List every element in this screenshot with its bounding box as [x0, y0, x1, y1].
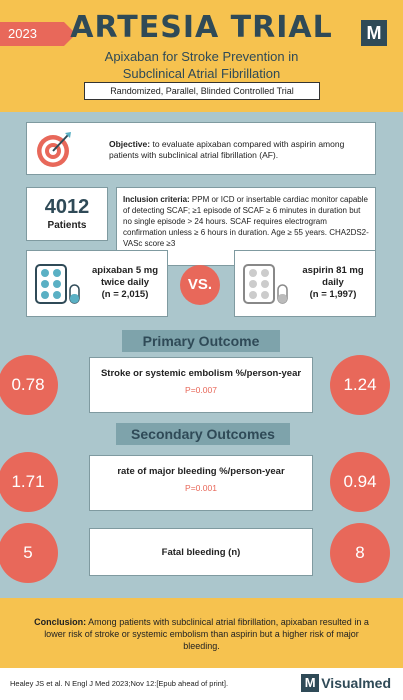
footer: Healey JS et al. N Engl J Med 2023;Nov 1… — [0, 668, 403, 700]
trial-subtitle: Apixaban for Stroke Prevention in Subcli… — [104, 49, 299, 81]
trial-title: ARTESIA TRIAL — [70, 10, 333, 45]
patient-count: 4012 — [44, 196, 90, 218]
fatal-bleeding-box: Fatal bleeding (n) — [89, 528, 313, 576]
visualmed-brand: M Visualmed — [301, 674, 391, 694]
patient-label: Patients — [47, 220, 87, 231]
primary-outcome-label: Primary Outcome — [122, 330, 280, 352]
aspirin-dose: aspirin 81 mg daily — [302, 265, 364, 288]
year-badge: 2023 — [0, 22, 76, 46]
bleeding-apixaban-value: 1.71 — [0, 452, 58, 512]
major-bleeding-p-value: P=0.001 — [185, 483, 217, 493]
major-bleeding-box: rate of major bleeding %/person-year P=0… — [89, 455, 313, 511]
main-panel: Objective: to evaluate apixaban compared… — [0, 112, 403, 598]
trial-design-label: Randomized, Parallel, Blinded Controlled… — [84, 82, 320, 100]
aspirin-arm-text: aspirin 81 mg daily (n = 1,997) — [295, 265, 371, 301]
bleeding-aspirin-value: 0.94 — [330, 452, 390, 512]
fatal-aspirin-value: 8 — [330, 523, 390, 583]
fatal-bleeding-title: Fatal bleeding (n) — [161, 547, 241, 558]
vs-badge: VS. — [180, 265, 220, 305]
fatal-apixaban-value: 5 — [0, 523, 58, 583]
pill-pack-icon — [243, 264, 288, 304]
secondary-outcomes-label: Secondary Outcomes — [116, 423, 290, 445]
major-bleeding-title: rate of major bleeding %/person-year — [117, 466, 285, 477]
primary-apixaban-value: 0.78 — [0, 355, 58, 415]
patients-box: 4012 Patients — [26, 187, 108, 241]
pill-pack-icon — [35, 264, 80, 304]
visualmed-logo-icon: M — [301, 674, 320, 692]
conclusion-box: Conclusion: Among patients with subclini… — [0, 598, 403, 668]
apixaban-arm-box: apixaban 5 mg twice daily (n = 2,015) — [26, 250, 168, 317]
inclusion-label: Inclusion criteria: — [123, 195, 190, 204]
apixaban-n: (n = 2,015) — [101, 289, 149, 300]
brand-name: Visualmed — [321, 675, 391, 691]
aspirin-n: (n = 1,997) — [309, 289, 357, 300]
objective-box: Objective: to evaluate apixaban compared… — [26, 122, 376, 175]
visualmed-logo-icon: M — [361, 20, 387, 46]
objective-label: Objective: — [109, 139, 151, 149]
primary-aspirin-value: 1.24 — [330, 355, 390, 415]
citation: Healey JS et al. N Engl J Med 2023;Nov 1… — [10, 679, 229, 688]
aspirin-arm-box: aspirin 81 mg daily (n = 1,997) — [234, 250, 376, 317]
inclusion-text: PPM or ICD or insertable cardiac monitor… — [123, 195, 369, 248]
objective-description: to evaluate apixaban compared with aspir… — [109, 139, 345, 160]
primary-p-value: P=0.007 — [185, 385, 217, 395]
conclusion-label: Conclusion: — [34, 617, 87, 627]
primary-outcome-title: Stroke or systemic embolism %/person-yea… — [100, 368, 302, 379]
objective-text: Objective: to evaluate apixaban compared… — [109, 139, 367, 161]
target-icon — [37, 132, 71, 167]
primary-outcome-box: Stroke or systemic embolism %/person-yea… — [89, 357, 313, 413]
conclusion-text: Among patients with subclinical atrial f… — [44, 617, 369, 651]
apixaban-arm-text: apixaban 5 mg twice daily (n = 2,015) — [87, 265, 163, 301]
apixaban-dose: apixaban 5 mg twice daily — [92, 265, 158, 288]
header: 2023 ARTESIA TRIAL M Apixaban for Stroke… — [0, 0, 403, 112]
